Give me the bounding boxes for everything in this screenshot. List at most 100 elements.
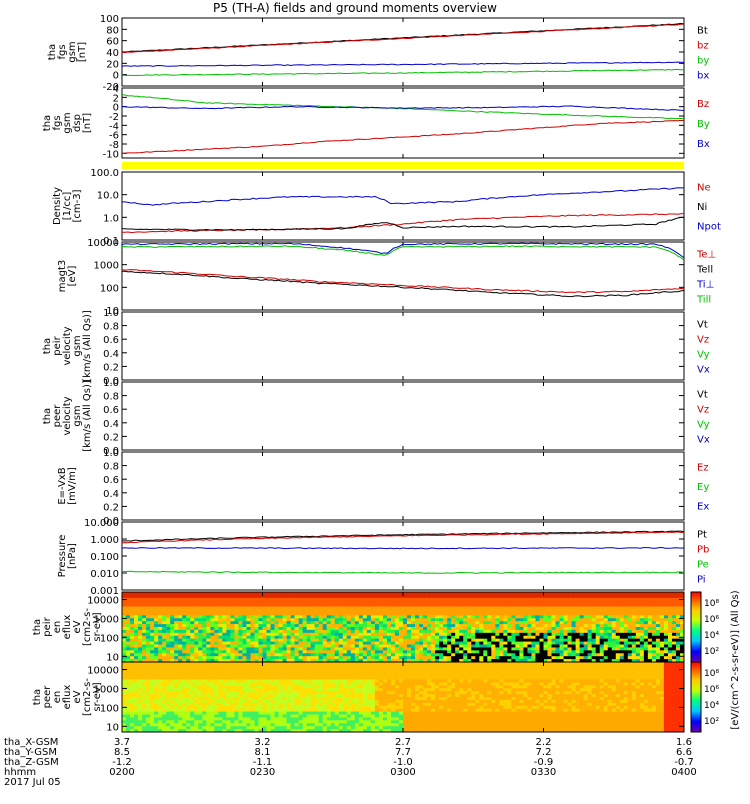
efield-legend-0: Ez <box>697 463 709 474</box>
peer-velocity-legend-2: Vy <box>697 420 710 431</box>
fgs-gsm-dsp-legend-1: By <box>697 119 710 130</box>
fgs-gsm-ytick-label: 0 <box>113 71 119 82</box>
density-ytick-label: 1.0 <box>103 213 119 224</box>
temperature-legend-1: Tell <box>696 264 713 275</box>
peir-spectrogram-ylabel: sr-eV] <box>92 612 103 641</box>
temperature-legend-3: Till <box>696 295 711 306</box>
xaxis-tick-t: 0230 <box>250 767 275 778</box>
density-legend-2: Npot <box>697 221 721 232</box>
fgs-gsm-series-bx <box>122 62 684 66</box>
efield-legend-2: Ex <box>697 501 709 512</box>
pressure-legend-0: Pt <box>697 529 707 540</box>
efield-ytick-label: 1.0 <box>103 448 119 459</box>
colorbar-tick-label: 10² <box>704 717 719 727</box>
colorbar-tick-label: 10⁶ <box>704 685 719 695</box>
peir-velocity-ytick-label: 1.0 <box>103 308 119 319</box>
pressure-legend-2: Pe <box>697 560 709 571</box>
efield-frame <box>122 452 684 520</box>
peer-spectrogram-ylabel: sr-eV] <box>92 682 103 711</box>
figure-title: P5 (TH-A) fields and ground moments over… <box>213 1 497 15</box>
status-bar <box>122 162 684 169</box>
xaxis-row-label: 2017 Jul 05 <box>4 777 61 788</box>
temperature-series-Till <box>122 246 684 261</box>
fgs-gsm-series-bz <box>122 24 684 52</box>
pressure-ytick-label: 0.100 <box>90 552 119 563</box>
efield-ytick-label: 0.8 <box>103 462 119 473</box>
density-legend-0: Ne <box>697 183 711 194</box>
fgs-gsm-legend-0: Bt <box>697 25 708 36</box>
peir-velocity-legend-1: Vz <box>697 334 709 345</box>
pressure-series-Pi <box>122 548 684 549</box>
fgs-gsm-dsp-ytick-label: -10 <box>103 149 119 160</box>
temperature-legend-0: Te⊥ <box>696 249 716 260</box>
peir-spectrogram-image <box>122 592 684 662</box>
fgs-gsm-legend-1: bz <box>697 40 709 51</box>
fgs-gsm-ytick-label: 20 <box>106 59 119 70</box>
peir-velocity-frame <box>122 312 684 380</box>
peer-velocity-ytick-label: 0.4 <box>103 419 119 430</box>
temperature-legend-2: Ti⊥ <box>696 280 714 291</box>
fgs-gsm-ytick-label: 80 <box>106 25 119 36</box>
peir-spectrogram-ytick-label: 10 <box>106 652 119 663</box>
colorbar-tick-label: 10² <box>704 647 719 657</box>
fgs-gsm-series-by <box>122 69 684 75</box>
peer-spectrogram-image <box>122 662 684 732</box>
fgs-gsm-legend-3: bx <box>697 71 709 82</box>
pressure-legend-1: Pb <box>697 544 709 555</box>
fgs-gsm-dsp-legend-0: Bz <box>697 99 709 110</box>
xaxis-tick-t: 0200 <box>109 767 134 778</box>
fgs-gsm-legend-2: by <box>697 56 709 67</box>
density-legend-1: Ni <box>697 202 707 213</box>
panel-density: 100.010.01.00.1Density[1/cc][cm-3]NeNiNp… <box>52 168 721 247</box>
colorbar-strip-1 <box>691 662 701 732</box>
peer-velocity-legend-3: Vx <box>697 435 710 446</box>
temperature-ytick-label: 10000 <box>87 238 119 249</box>
temperature-ytick-label: 100 <box>100 283 119 294</box>
density-ylabel: [cm-3] <box>72 189 83 222</box>
fgs-gsm-ytick-label: 60 <box>106 37 119 48</box>
efield-ytick-label: 0.4 <box>103 489 119 500</box>
peer-velocity-legend-1: Vz <box>697 404 709 415</box>
temperature-series-Te⊥ <box>122 270 684 293</box>
colorbar: 10⁸10⁶10⁴10²10⁸10⁶10⁴10²[eV/(cm^2-s-sr-e… <box>691 590 741 732</box>
xaxis-tick-t: 0300 <box>390 767 415 778</box>
colorbar-strip-0 <box>691 592 701 662</box>
colorbar-tick-label: 10⁴ <box>704 631 719 641</box>
colorbar-label: [eV/(cm^2-s-sr-eV)] (All Qs) <box>730 590 741 729</box>
peer-velocity-ytick-label: 0.8 <box>103 392 119 403</box>
colorbar-tick-label: 10⁴ <box>704 701 719 711</box>
pressure-ylabel: [nPa] <box>67 543 78 569</box>
peir-velocity-legend-3: Vx <box>697 365 710 376</box>
fgs-gsm-dsp-series-Bx <box>122 106 684 111</box>
fgs-gsm-ylabel: [nT] <box>77 42 88 62</box>
fgs-gsm-ytick-label: 40 <box>106 48 119 59</box>
peer-velocity-ylabel: [km/s (All Qs)] <box>82 380 93 452</box>
peir-velocity-legend-2: Vy <box>697 350 710 361</box>
colorbar-tick-label: 10⁶ <box>704 615 719 625</box>
efield-ytick-label: 0.2 <box>103 502 119 513</box>
peer-velocity-ytick-label: 1.0 <box>103 378 119 389</box>
density-ytick-label: 10.0 <box>97 191 119 202</box>
pressure-ytick-label: 10.000 <box>84 518 119 529</box>
pressure-series-Pb <box>122 532 684 543</box>
peer-velocity-ytick-label: 0.6 <box>103 405 119 416</box>
peir-velocity-ytick-label: 0.6 <box>103 335 119 346</box>
density-ytick-label: 100.0 <box>90 168 119 179</box>
peer-velocity-ytick-label: 0.2 <box>103 432 119 443</box>
pressure-ytick-label: 0.010 <box>90 569 119 580</box>
pressure-series-Pe <box>122 571 684 573</box>
fgs-gsm-ytick-label: 100 <box>100 14 119 25</box>
peer-spectrogram-ytick-label: 10000 <box>87 666 119 677</box>
peir-velocity-legend-0: Vt <box>697 319 708 330</box>
xaxis-tick-t: 0330 <box>531 767 556 778</box>
